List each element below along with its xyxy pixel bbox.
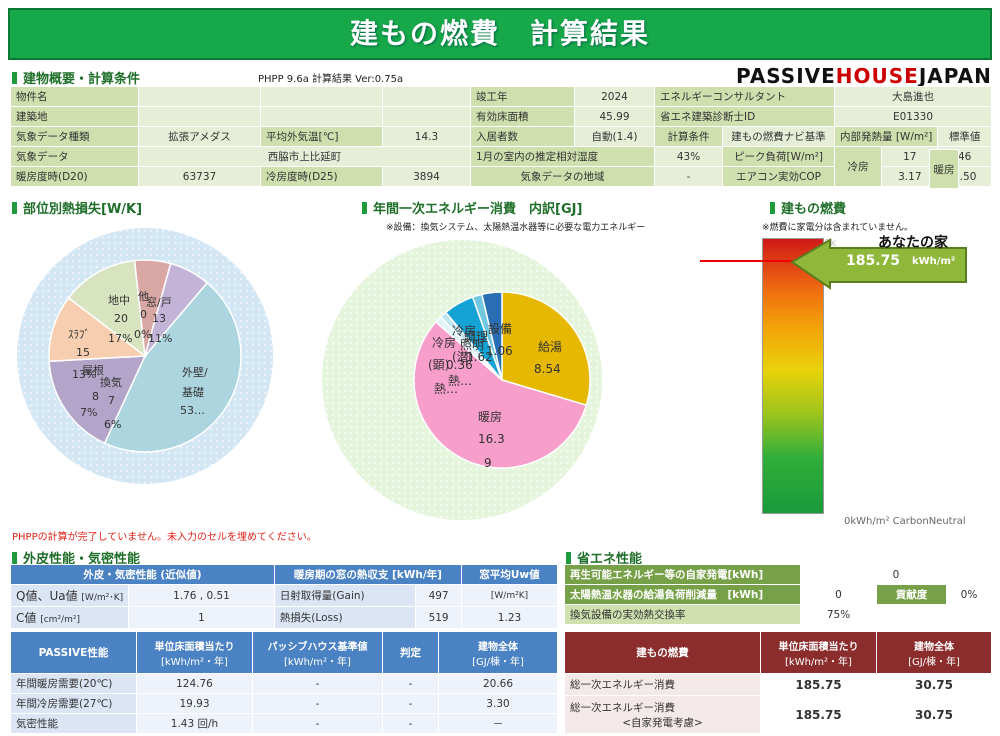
section-loss-title: 部位別熱損失[W/K] (12, 198, 142, 217)
loss-pct-kanki: 7% (80, 406, 98, 419)
loss-pct-6: 6% (104, 418, 122, 431)
loss-label-mado: 窓/戸 (146, 296, 172, 309)
pie-slice-ｽﾗﾌﾞ (67, 259, 146, 358)
energy-pie-chart (322, 240, 602, 520)
energy-label-danbo: 暖房 (478, 410, 503, 424)
loss-value-mado: 13 (152, 312, 166, 325)
pie-slice-暖房 (413, 320, 588, 469)
page-title: 建もの燃費 計算結果 (8, 8, 992, 60)
overview-table: 物件名 竣工年 2024 エネルギーコンサルタント 大島進也 建築地 有効床面積 45.… (10, 86, 992, 187)
nenpi-value: 185.75 (846, 253, 901, 269)
pie-slice-窓/戸 (48, 296, 148, 362)
pie-slice-設備 (480, 291, 503, 381)
nenpi-table: 建もの燃費 単位床面積当たり [kWh/m²・年] 建物全体 [GJ/棟・年] 総一… (564, 631, 992, 734)
loss-pct-chi: 17% (108, 332, 133, 345)
nenpi-gauge-bar (762, 238, 824, 514)
version-label: PHPP 9.6a 計算結果 Ver:0.75a (258, 74, 404, 85)
logo: PASSIVEHOUSEJAPAN (736, 64, 992, 88)
energy-label-ken: (顕) (428, 358, 450, 372)
section-energy-title: 年間一次エネルギー消費 内訳[GJ] (362, 198, 582, 217)
section-overview-title: 建物概要・計算条件 (12, 68, 140, 87)
loss-pct-sonota: 0% (134, 328, 152, 341)
energy-label-chou: 調理 (464, 330, 489, 344)
pie-slice-換気 (144, 262, 209, 357)
energy-label-kyuto: 給湯 (538, 340, 563, 354)
loss-value-7: 7 (108, 394, 115, 407)
energy-label-reibo: 冷房 (432, 336, 457, 350)
pie-slice-給湯 (501, 291, 591, 407)
loss-label-kiso: 基礎 (182, 386, 204, 399)
loss-label-yane: 屋根 (82, 364, 104, 377)
pie-slice-外壁/基礎 (103, 281, 242, 453)
loss-label-gaiheki: 外壁/ (182, 366, 208, 379)
loss-label-slab: ｽﾗﾌﾞ (68, 328, 90, 341)
loss-label-kanki: 換気 (100, 376, 122, 389)
section-save-title: 省エネ性能 (566, 548, 642, 567)
energy-label-shomei: 照明 (460, 338, 485, 352)
loss-value-gaiheki: 53… (180, 404, 205, 417)
loss-pct-slab: 13% (72, 368, 97, 381)
section-perf-title: 外皮性能・気密性能 (12, 548, 140, 567)
energy-value-kyuto: 8.54 (534, 362, 561, 376)
energy-value-setsubi: 1.06 (486, 344, 513, 358)
energy-label-netsu2: 熱… (434, 382, 459, 396)
loss-value-sonota: 0 (140, 308, 147, 321)
loss-label-sonota: 他 (138, 290, 149, 303)
loss-value-kanki: 8 (92, 390, 99, 403)
perf-table: 外皮・気密性能 (近似値) 暖房期の窓の熱収支 [kWh/年] 窓平均Uw値 Q値、… (9, 564, 558, 629)
danbo-label: 暖房 (929, 149, 959, 189)
nenpi-note: ※燃費に家電分は含まれていません。 (762, 223, 914, 233)
loss-pct-mado: 11% (148, 332, 173, 345)
energy-value-danbo2: 9 (484, 456, 492, 470)
energy-pie-labels: 給湯 8.54 暖房 16.3 9 設備 1.06 冷房 調理 冷房 照明 (潜… (312, 232, 612, 532)
loss-pie-chart (17, 228, 273, 484)
energy-label-netsu: 熱… (448, 374, 473, 388)
energy-label-rei2: 冷房 (452, 324, 477, 338)
warning-message: PHPPの計算が完了していません。未入力のセルを埋めてください。 (12, 532, 317, 543)
nenpi-arrow (790, 238, 967, 290)
energy-label-sen: (潜) (452, 350, 474, 364)
energy-value-036: 0.36 (446, 358, 473, 372)
save-table: 再生可能エネルギー等の自家発電[kWh] 0 太陽熱温水器の給湯負荷削減量 [kW… (564, 564, 992, 625)
energy-label-setsubi: 設備 (488, 322, 513, 336)
nenpi-unit: kWh/m² (912, 256, 956, 267)
energy-note: ※設備：換気システム、太陽熱温水器等に必要な電力エネルギー (386, 223, 646, 233)
your-house-label: あなたの家 (878, 235, 948, 251)
energy-value-162: 1.62 (466, 350, 493, 364)
gauge-bottom-label: 0kWh/m² CarbonNeutral (844, 516, 966, 527)
loss-value-chi: 20 (114, 312, 128, 325)
nenpi-marker-line (700, 260, 802, 262)
loss-label-chi: 地中 (108, 294, 130, 307)
energy-value-danbo: 16.3 (478, 432, 505, 446)
loss-value-slab: 15 (76, 346, 90, 359)
section-nenpi-title: 建もの燃費 (770, 198, 846, 217)
pie-slice-地中 (48, 355, 147, 445)
loss-pie-labels: 地中 20 17% 他 0 0% 窓/戸 13 11% ｽﾗﾌﾞ 15 13% … (10, 222, 280, 492)
passive-table: PASSIVE性能 単位床面積当たり [kWh/m²・年] パッシブハウス基準値[… (10, 631, 558, 734)
